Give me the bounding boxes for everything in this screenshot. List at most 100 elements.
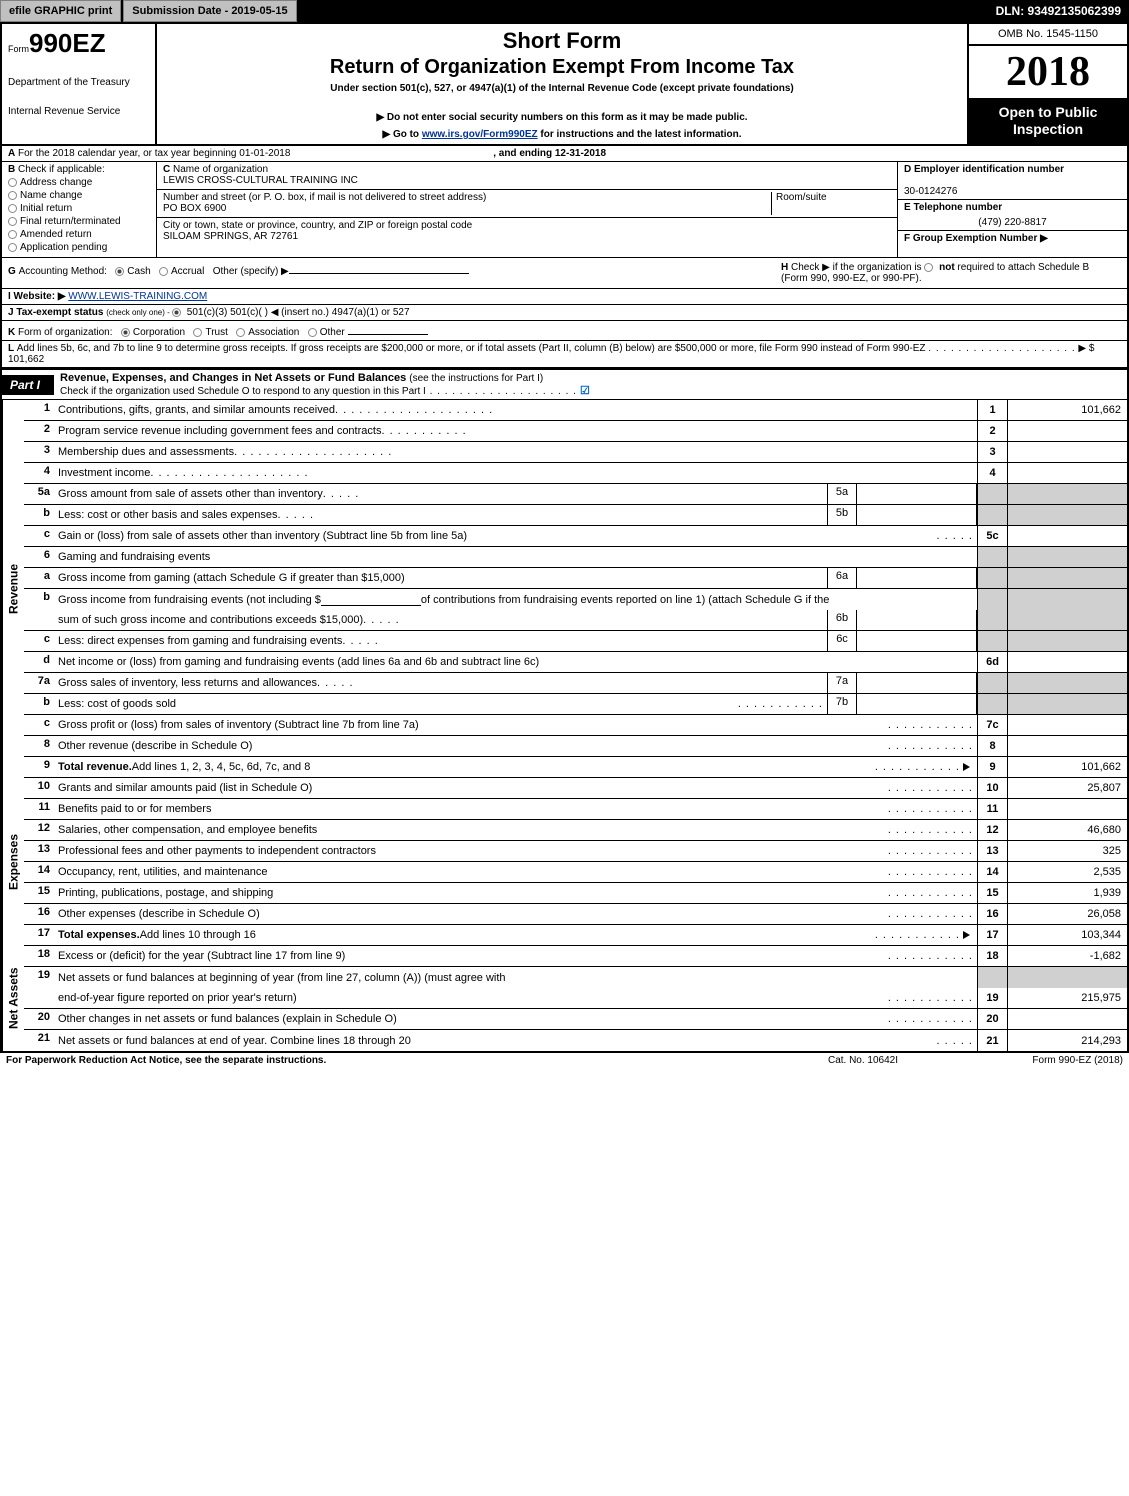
line-2: 2Program service revenue including gover…: [24, 421, 1127, 442]
section-c: C Name of organization LEWIS CROSS-CULTU…: [157, 162, 897, 257]
g-other: Other (specify) ▶: [213, 266, 289, 277]
open-line1: Open to Public: [973, 104, 1123, 121]
line-1-val: 101,662: [1007, 400, 1127, 420]
line-12: 12Salaries, other compensation, and empl…: [24, 820, 1127, 841]
line-8: 8Other revenue (describe in Schedule O)8: [24, 736, 1127, 757]
chk-final-return[interactable]: Final return/terminated: [8, 216, 150, 227]
h-not: not: [939, 262, 955, 273]
part1-title: Revenue, Expenses, and Changes in Net As…: [60, 372, 409, 384]
h-check-radio[interactable]: [924, 263, 933, 272]
line-7b: bLess: cost of goods sold7b: [24, 694, 1127, 715]
line-2-val: [1007, 421, 1127, 441]
line-13-val: 325: [1007, 841, 1127, 861]
line-12-val: 46,680: [1007, 820, 1127, 840]
line-6a: aGross income from gaming (attach Schedu…: [24, 568, 1127, 589]
footer-right: Form 990-EZ (2018): [963, 1055, 1123, 1066]
tax-year: 2018: [969, 46, 1127, 98]
chk-address-change[interactable]: Address change: [8, 177, 150, 188]
website-link[interactable]: WWW.LEWIS-TRAINING.COM: [68, 291, 207, 302]
d-label: D Employer identification number: [904, 164, 1064, 175]
part1-header: Part I Revenue, Expenses, and Changes in…: [2, 368, 1127, 400]
j-opts: 501(c)(3) 501(c)( ) ◀ (insert no.) 4947(…: [187, 307, 410, 318]
net-assets-side-label: Net Assets: [2, 946, 24, 1051]
chk-name-change[interactable]: Name change: [8, 190, 150, 201]
d-value: 30-0124276: [904, 186, 957, 197]
g-accrual-radio[interactable]: [159, 267, 168, 276]
g-cash-radio[interactable]: [115, 267, 124, 276]
k-text: Form of organization:: [18, 327, 113, 338]
line-5c-val: [1007, 526, 1127, 546]
gh-row: G Accounting Method: Cash Accrual Other …: [2, 258, 1127, 289]
k-trust: Trust: [205, 327, 227, 338]
top-bar: efile GRAPHIC print Submission Date - 20…: [0, 0, 1129, 22]
line-10: 10Grants and similar amounts paid (list …: [24, 778, 1127, 799]
footer-left: For Paperwork Reduction Act Notice, see …: [6, 1055, 763, 1066]
check-if-applicable: Check if applicable:: [15, 164, 105, 175]
line-10-val: 25,807: [1007, 778, 1127, 798]
cell-e: E Telephone number (479) 220-8817: [898, 200, 1127, 231]
line-16: 16Other expenses (describe in Schedule O…: [24, 904, 1127, 925]
k-corp-radio[interactable]: [121, 328, 130, 337]
name-of-org-label: Name of organization: [173, 164, 268, 175]
efile-print-button[interactable]: efile GRAPHIC print: [0, 0, 121, 22]
line-14: 14Occupancy, rent, utilities, and mainte…: [24, 862, 1127, 883]
city-value: SILOAM SPRINGS, AR 72761: [163, 231, 298, 242]
line-21-val: 214,293: [1007, 1030, 1127, 1051]
cell-f: F Group Exemption Number ▶: [898, 231, 1127, 257]
bc-row: B Check if applicable: Address change Na…: [2, 162, 1127, 258]
dept-irs: Internal Revenue Service: [8, 106, 149, 117]
donot-enter: ▶ Do not enter social security numbers o…: [163, 112, 961, 123]
j-501c3-radio[interactable]: [172, 308, 181, 317]
chk-initial-return[interactable]: Initial return: [8, 203, 150, 214]
line-15-val: 1,939: [1007, 883, 1127, 903]
line-18-val: -1,682: [1007, 946, 1127, 966]
k-assoc: Association: [248, 327, 299, 338]
line-20: 20Other changes in net assets or fund ba…: [24, 1009, 1127, 1030]
goto-post: for instructions and the latest informat…: [538, 129, 742, 140]
k-trust-radio[interactable]: [193, 328, 202, 337]
line-5b: bLess: cost or other basis and sales exp…: [24, 505, 1127, 526]
line-6b-intro: bGross income from fundraising events (n…: [24, 589, 1127, 610]
line-3: 3Membership dues and assessments3: [24, 442, 1127, 463]
k-other-blank[interactable]: [348, 323, 428, 335]
chk-amended-return[interactable]: Amended return: [8, 229, 150, 240]
line-6c: cLess: direct expenses from gaming and f…: [24, 631, 1127, 652]
section-g: G Accounting Method: Cash Accrual Other …: [8, 262, 781, 284]
goto-pre: ▶ Go to: [382, 129, 421, 140]
form-frame: Form990EZ Department of the Treasury Int…: [0, 22, 1129, 1053]
omb-number: OMB No. 1545-1150: [969, 24, 1127, 46]
line-1: 1Contributions, gifts, grants, and simil…: [24, 400, 1127, 421]
k-other: Other: [320, 327, 345, 338]
city-label: City or town, state or province, country…: [163, 220, 472, 231]
e-value: (479) 220-8817: [904, 217, 1121, 228]
header-row: Form990EZ Department of the Treasury Int…: [2, 24, 1127, 146]
f-label: F Group Exemption Number ▶: [904, 233, 1048, 244]
h-text3: (Form 990, 990-EZ, or 990-PF).: [781, 273, 922, 284]
line-7c-val: [1007, 715, 1127, 735]
k-other-radio[interactable]: [308, 328, 317, 337]
arrow-icon: [963, 763, 970, 771]
section-b: B Check if applicable: Address change Na…: [2, 162, 157, 257]
line-7c: cGross profit or (loss) from sales of in…: [24, 715, 1127, 736]
line-5a: 5aGross amount from sale of assets other…: [24, 484, 1127, 505]
row-j: J Tax-exempt status (check only one) - 5…: [2, 305, 1127, 321]
l-text: Add lines 5b, 6c, and 7b to line 9 to de…: [17, 343, 926, 354]
label-c: C: [163, 164, 173, 175]
line-17-val: 103,344: [1007, 925, 1127, 945]
line-19: end-of-year figure reported on prior yea…: [24, 988, 1127, 1009]
line-17: 17Total expenses. Add lines 10 through 1…: [24, 925, 1127, 946]
form-prefix: Form: [8, 44, 29, 54]
line-16-val: 26,058: [1007, 904, 1127, 924]
line-20-val: [1007, 1009, 1127, 1029]
e-label: E Telephone number: [904, 202, 1002, 213]
goto-link[interactable]: www.irs.gov/Form990EZ: [422, 129, 538, 140]
header-right: OMB No. 1545-1150 2018 Open to Public In…: [967, 24, 1127, 144]
row-a: A For the 2018 calendar year, or tax yea…: [2, 146, 1127, 162]
k-corp: Corporation: [133, 327, 185, 338]
under-section: Under section 501(c), 527, or 4947(a)(1)…: [163, 83, 961, 94]
section-h: H Check ▶ if the organization is not req…: [781, 262, 1121, 284]
chk-application-pending[interactable]: Application pending: [8, 242, 150, 253]
revenue-side-label: Revenue: [2, 400, 24, 778]
k-assoc-radio[interactable]: [236, 328, 245, 337]
g-other-blank[interactable]: [289, 262, 469, 274]
